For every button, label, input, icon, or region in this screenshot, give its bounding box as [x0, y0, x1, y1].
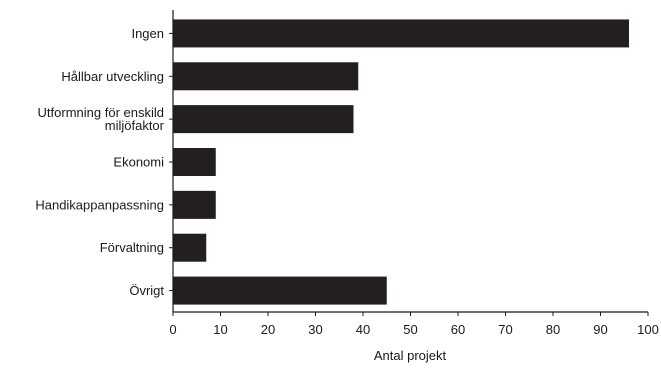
category-label-0: Ingen — [131, 26, 164, 41]
axes-layer — [169, 10, 648, 312]
bar-0 — [173, 19, 629, 47]
bars-layer — [173, 19, 629, 304]
bar-5 — [173, 234, 206, 262]
x-tick-label-90: 90 — [593, 322, 607, 337]
x-tick-label-100: 100 — [637, 322, 659, 337]
category-label-6: Övrigt — [129, 283, 164, 298]
x-tick-label-20: 20 — [261, 322, 275, 337]
bar-3 — [173, 148, 216, 176]
category-label-2: Utformning för enskild miljöfaktor — [38, 105, 165, 133]
category-label-3: Ekonomi — [113, 155, 164, 170]
bar-1 — [173, 62, 358, 90]
x-tick-label-60: 60 — [451, 322, 465, 337]
bar-6 — [173, 277, 387, 305]
x-tick-label-30: 30 — [308, 322, 322, 337]
x-tick-label-70: 70 — [498, 322, 512, 337]
category-labels: Ingen Hållbar utveckling Utformning för en… — [35, 26, 164, 298]
category-label-5: Förvaltning — [100, 240, 164, 255]
x-tick-label-80: 80 — [546, 322, 560, 337]
category-label-1: Hållbar utveckling — [61, 69, 164, 84]
category-label-4: Handikappanpassning — [35, 197, 164, 212]
x-tick-label-10: 10 — [213, 322, 227, 337]
x-tick-label-0: 0 — [169, 322, 176, 337]
bar-2 — [173, 105, 354, 133]
x-tick-label-40: 40 — [356, 322, 370, 337]
x-tick-label-50: 50 — [403, 322, 417, 337]
x-axis-title: Antal projekt — [374, 348, 447, 363]
x-ticks: 0 10 20 30 40 50 60 70 80 90 100 — [169, 312, 658, 337]
bar-4 — [173, 191, 216, 219]
